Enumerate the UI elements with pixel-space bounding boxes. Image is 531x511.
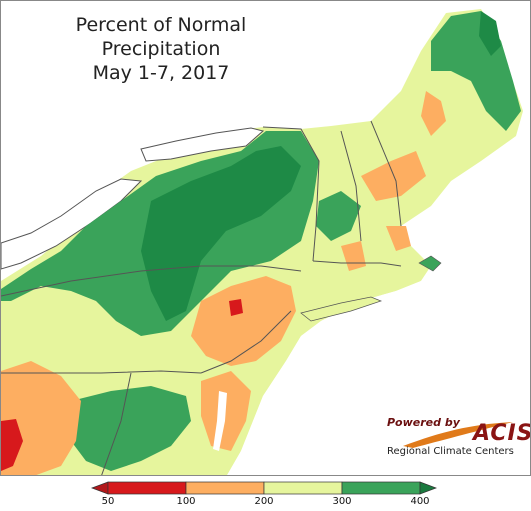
- green-zone-vt: [316, 191, 361, 241]
- lake-ontario: [140, 127, 265, 162]
- orange-zone-maine: [421, 91, 446, 136]
- legend-tick-300: 300: [332, 496, 352, 507]
- orange-zone-pa: [191, 276, 296, 366]
- legend-tick-400: 400: [410, 496, 430, 507]
- red-patch-pa: [229, 299, 243, 316]
- logo-org: Regional Climate Centers: [387, 446, 514, 457]
- precipitation-map: [1, 9, 530, 475]
- title-line-1: Percent of Normal Precipitation: [75, 14, 247, 60]
- map-frame: Percent of Normal Precipitation May 1-7,…: [0, 0, 531, 476]
- dark-green-zone-ny: [141, 146, 301, 321]
- legend-bin-100-200: [185, 481, 265, 495]
- map-title: Percent of Normal Precipitation May 1-7,…: [21, 13, 301, 85]
- legend-bin-300-400: [341, 481, 421, 495]
- logo-brand: ACIS: [473, 421, 531, 446]
- long-island: [300, 296, 383, 322]
- legend-bin-200-300: [263, 481, 343, 495]
- chesapeake-bay: [213, 391, 227, 451]
- cape-cod: [418, 255, 442, 272]
- green-zone-south: [71, 386, 191, 471]
- atlantic-ocean: [227, 256, 530, 475]
- legend-tick-100: 100: [176, 496, 196, 507]
- orange-zone-sw: [1, 361, 81, 475]
- legend-extend-low: [91, 481, 109, 495]
- legend-extend-high: [419, 481, 437, 495]
- acis-logo: Powered by ACIS Regional Climate Centers: [383, 416, 530, 461]
- orange-zone-md: [201, 371, 251, 451]
- state-boundaries: [1, 120, 402, 475]
- orange-zone-ma: [386, 226, 411, 251]
- legend-tick-50: 50: [101, 496, 115, 507]
- logo-powered-by: Powered by: [387, 416, 460, 429]
- lake-erie: [1, 178, 143, 270]
- legend-bar: [91, 481, 437, 495]
- dark-green-maine: [479, 11, 501, 56]
- logo-swoosh-icon: [403, 422, 513, 448]
- legend: 50 100 200 300 400: [0, 476, 531, 511]
- legend-tick-200: 200: [254, 496, 274, 507]
- red-patch-sw: [1, 419, 23, 471]
- legend-bin-50-100: [107, 481, 187, 495]
- title-line-2: May 1-7, 2017: [92, 62, 230, 84]
